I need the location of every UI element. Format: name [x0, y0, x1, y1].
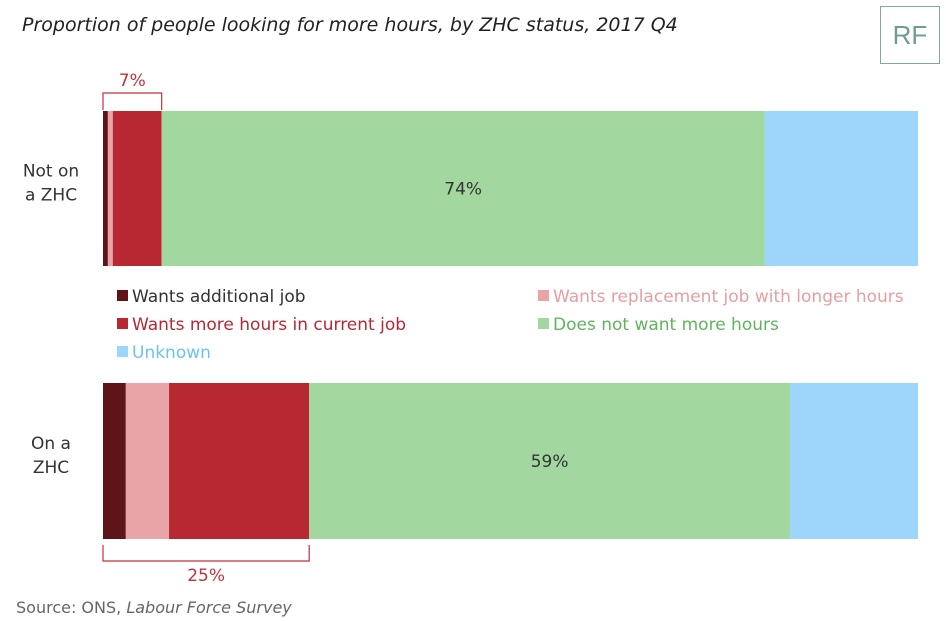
category-label-1-line-1: Not on [23, 162, 79, 182]
data-label-does-not-want-more-hours-2: 59% [531, 452, 569, 472]
bar-segment-wants-replacement-job-with-longer-hours-1 [107, 111, 113, 266]
bar-segment-wants-more-hours-in-current-job-1 [112, 111, 162, 266]
legend-label-wants-replacement-job-with-longer-hours: Wants replacement job with longer hours [553, 287, 904, 307]
source-prefix: Source: ONS, [16, 598, 127, 617]
bar-segment-does-not-want-more-hours-2 [309, 383, 791, 539]
bar-segment-wants-more-hours-in-current-job-2 [169, 383, 310, 539]
legend-label-unknown: Unknown [132, 343, 211, 363]
legend-label-wants-more-hours-in-current-job: Wants more hours in current job [132, 315, 406, 335]
bar-segment-does-not-want-more-hours-1 [161, 111, 765, 266]
data-label-does-not-want-more-hours-1: 74% [444, 180, 482, 200]
category-label-2-line-1: On a [31, 434, 71, 454]
legend-label-does-not-want-more-hours: Does not want more hours [553, 315, 779, 335]
legend-swatch-wants-more-hours-in-current-job [117, 318, 128, 329]
category-label-1-line-2: a ZHC [25, 186, 77, 206]
source-survey-name: Labour Force Survey [126, 598, 292, 617]
source-note: Source: ONS, Labour Force Survey [16, 598, 292, 617]
bar-segment-unknown-1 [764, 111, 918, 266]
bar-segment-wants-additional-job-1 [103, 111, 108, 266]
legend-swatch-wants-replacement-job-with-longer-hours [538, 290, 549, 301]
chart-title: Proportion of people looking for more ho… [22, 14, 678, 36]
legend-swatch-unknown [117, 346, 128, 357]
bracket-label-2: 25% [187, 566, 225, 586]
legend-swatch-does-not-want-more-hours [538, 318, 549, 329]
bracket-label-1: 7% [119, 71, 146, 91]
bar-segment-wants-replacement-job-with-longer-hours-2 [125, 383, 170, 539]
bar-segment-wants-additional-job-2 [103, 383, 126, 539]
bracket-2 [102, 545, 310, 562]
legend-label-wants-additional-job: Wants additional job [132, 287, 306, 307]
bar-segment-unknown-2 [790, 383, 918, 539]
rf-logo: RF [880, 6, 940, 64]
bracket-1 [102, 92, 163, 110]
category-label-2-line-2: ZHC [33, 458, 69, 478]
legend-swatch-wants-additional-job [117, 290, 128, 301]
